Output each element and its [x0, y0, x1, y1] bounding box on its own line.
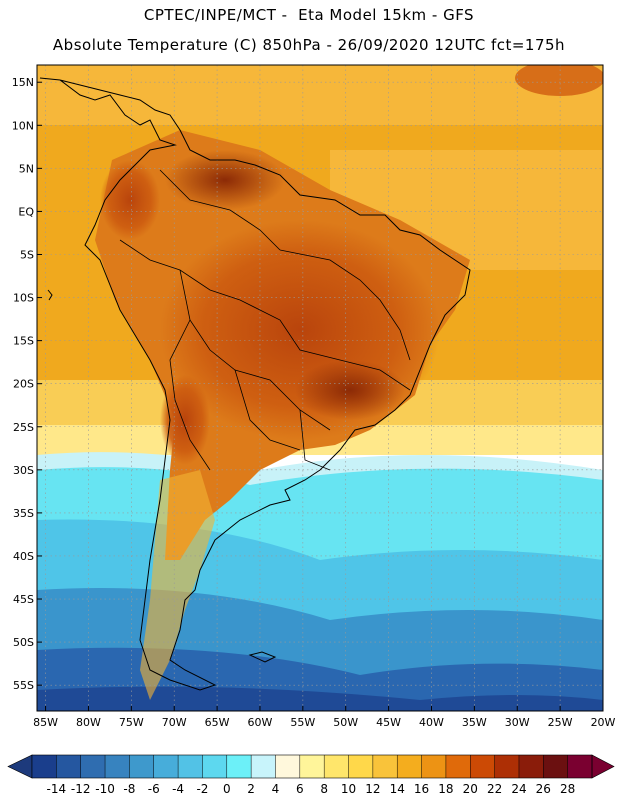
colorbar-swatch: [372, 755, 398, 778]
colorbar-label: 18: [438, 782, 453, 796]
colorbar-under-arrow: [7, 754, 33, 779]
map-frame: [36, 64, 604, 712]
lat-label: 40S: [13, 550, 34, 563]
lat-label: 25S: [13, 421, 34, 434]
colorbar-swatch: [251, 755, 276, 778]
colorbar-swatch: [324, 755, 349, 778]
lat-label: 20S: [13, 378, 34, 391]
lon-label: 75W: [119, 716, 144, 729]
lon-label: 85W: [33, 716, 58, 729]
latitude-labels: 15N 10N 5N EQ 5S 10S 15S 20S 25S 30S 35S 40S 45S 50S 5…: [12, 76, 35, 692]
colorbar-swatch: [299, 755, 325, 778]
colorbar-swatch: [178, 755, 203, 778]
lon-label: 80W: [76, 716, 101, 729]
colorbar-label: 2: [247, 782, 255, 796]
lon-label: 55W: [290, 716, 315, 729]
lon-label: 20W: [591, 716, 616, 729]
colorbar-swatch: [202, 755, 228, 778]
country-borders: [119, 169, 411, 471]
colorbar-label: 4: [272, 782, 280, 796]
lat-label: 10N: [12, 119, 34, 132]
colorbar-swatch: [470, 755, 495, 778]
colorbar-swatch: [80, 755, 106, 778]
colorbar-swatch: [153, 755, 179, 778]
colorbar-label: 14: [390, 782, 405, 796]
graticule: [37, 65, 604, 711]
colorbar-swatch: [567, 755, 593, 778]
colorbar-label: 8: [320, 782, 328, 796]
lon-label: 50W: [333, 716, 358, 729]
colorbar-label: 6: [296, 782, 304, 796]
lon-label: 45W: [376, 716, 401, 729]
colorbar-label: -2: [196, 782, 208, 796]
colorbar-label: 20: [463, 782, 478, 796]
lon-label: 65W: [205, 716, 230, 729]
colorbar-swatch: [129, 755, 155, 778]
lon-label: 70W: [162, 716, 187, 729]
coastline: [39, 77, 471, 691]
lat-label: 5S: [20, 248, 34, 261]
colorbar-label: -10: [95, 782, 115, 796]
colorbar-swatch: [275, 755, 301, 778]
temperature-field: [37, 65, 603, 711]
lat-label: 10S: [13, 292, 34, 305]
lon-label: 60W: [248, 716, 273, 729]
colorbar-label: -8: [123, 782, 135, 796]
lat-label: 15N: [12, 76, 34, 89]
colorbar-label: 22: [487, 782, 502, 796]
longitude-labels: 85W 80W 75W 70W 65W 60W 55W 50W 45W 40W 35W 30W 25W 2…: [33, 716, 615, 729]
colorbar-label: 26: [536, 782, 551, 796]
colorbar-over-arrow: [591, 754, 615, 779]
colorbar-swatch: [445, 755, 471, 778]
lat-label: 55S: [13, 679, 34, 692]
colorbar-label: 28: [560, 782, 575, 796]
colorbar-swatch: [543, 755, 568, 778]
title-line-2: Absolute Temperature (C) 850hPa - 26/09/…: [52, 36, 566, 54]
lat-label: 30S: [13, 464, 34, 477]
lat-label: 45S: [13, 593, 34, 606]
lat-label: 35S: [13, 507, 34, 520]
colorbar-swatch: [105, 755, 130, 778]
lon-label: 25W: [548, 716, 573, 729]
colorbar-label: -14: [47, 782, 67, 796]
lat-label: 50S: [13, 636, 34, 649]
colorbar-swatch: [421, 755, 447, 778]
colorbar-swatch: [32, 755, 57, 778]
colorbar-label: 0: [223, 782, 231, 796]
lon-label: 35W: [462, 716, 487, 729]
colorbar: -14 -12 -10 -8 -6 -4 -2 0 2 4 6 8 10 12 14 16 18 20 22 24 26…: [7, 754, 615, 796]
lat-label: 5N: [19, 162, 34, 175]
colorbar-label: -4: [172, 782, 184, 796]
colorbar-label: 16: [414, 782, 429, 796]
colorbar-swatch: [56, 755, 81, 778]
colorbar-label: 24: [511, 782, 526, 796]
colorbar-label: 10: [341, 782, 356, 796]
colorbar-swatch: [494, 755, 520, 778]
colorbar-swatch: [348, 755, 374, 778]
colorbar-swatch: [397, 755, 422, 778]
lat-label: EQ: [18, 205, 34, 218]
title-line-1: CPTEC/INPE/MCT - Eta Model 15km - GFS: [143, 6, 475, 24]
colorbar-label: 12: [365, 782, 380, 796]
lon-label: 40W: [419, 716, 444, 729]
lon-label: 30W: [505, 716, 530, 729]
colorbar-label: -6: [148, 782, 160, 796]
colorbar-frame: [31, 754, 593, 779]
colorbar-label: -12: [71, 782, 91, 796]
lat-label: 15S: [13, 335, 34, 348]
colorbar-swatch: [226, 755, 252, 778]
colorbar-swatch: [518, 755, 544, 778]
